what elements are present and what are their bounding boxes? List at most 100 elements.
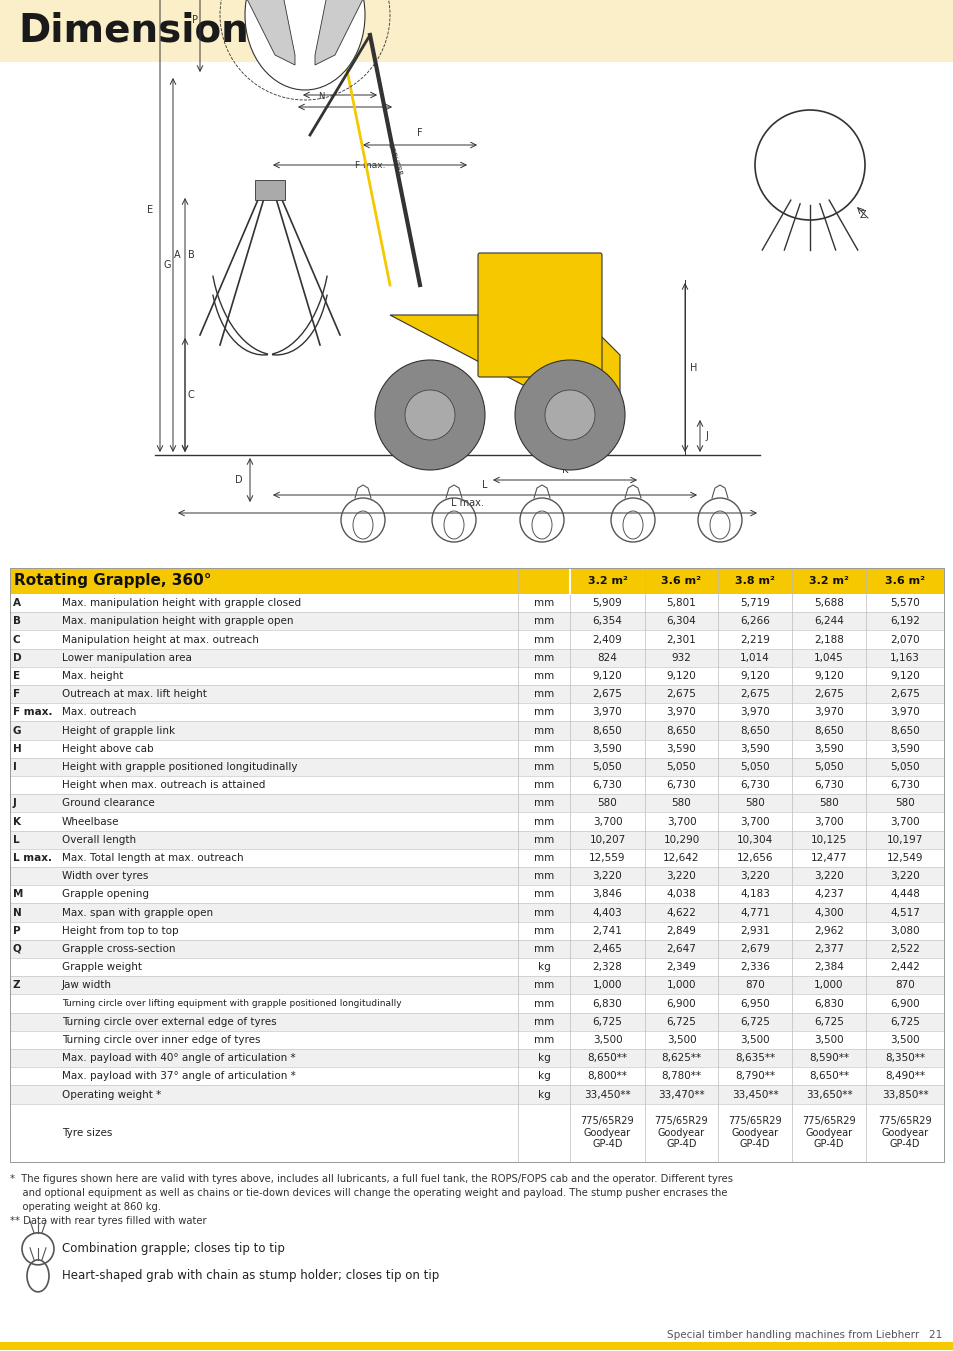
Text: 6,725: 6,725 xyxy=(592,1017,621,1027)
Bar xyxy=(10,994,943,1013)
Text: 3,220: 3,220 xyxy=(666,871,696,881)
Text: 2,962: 2,962 xyxy=(813,925,843,936)
Text: 6,266: 6,266 xyxy=(740,616,769,627)
Text: 870: 870 xyxy=(894,981,914,990)
Circle shape xyxy=(544,390,595,440)
Text: 3,220: 3,220 xyxy=(592,871,621,881)
Text: 2,675: 2,675 xyxy=(889,689,919,698)
Bar xyxy=(10,758,943,775)
Text: N: N xyxy=(13,908,22,917)
Text: 2,931: 2,931 xyxy=(740,925,769,936)
Text: 3,500: 3,500 xyxy=(889,1035,919,1044)
Circle shape xyxy=(375,359,484,470)
Text: 6,725: 6,725 xyxy=(813,1017,843,1027)
Text: Overall length: Overall length xyxy=(62,835,136,844)
Text: Turning circle over external edge of tyres: Turning circle over external edge of tyr… xyxy=(62,1017,276,1027)
Text: 6,900: 6,900 xyxy=(666,998,696,1008)
Text: 1,014: 1,014 xyxy=(740,653,769,663)
Bar xyxy=(10,1085,943,1104)
Text: 3,590: 3,590 xyxy=(666,743,696,754)
Text: Max. payload with 37° angle of articulation *: Max. payload with 37° angle of articulat… xyxy=(62,1071,295,1081)
Text: 3,970: 3,970 xyxy=(740,708,769,717)
Text: P: P xyxy=(192,15,198,26)
Text: 2,070: 2,070 xyxy=(889,635,919,644)
Text: 9,120: 9,120 xyxy=(666,671,696,681)
Text: 775/65R29
Goodyear
GP-4D: 775/65R29 Goodyear GP-4D xyxy=(801,1116,855,1150)
Text: P: P xyxy=(13,925,21,936)
Bar xyxy=(10,704,943,721)
Text: 3,700: 3,700 xyxy=(740,816,769,827)
Text: L max.: L max. xyxy=(450,499,483,508)
Text: D: D xyxy=(13,653,22,663)
Text: 3,970: 3,970 xyxy=(813,708,843,717)
Bar xyxy=(10,1067,943,1085)
Text: 3,700: 3,700 xyxy=(666,816,696,827)
Text: 3,590: 3,590 xyxy=(740,743,769,754)
Text: 10,125: 10,125 xyxy=(810,835,846,844)
Text: 3,220: 3,220 xyxy=(813,871,843,881)
Text: 3,970: 3,970 xyxy=(889,708,919,717)
Text: 6,192: 6,192 xyxy=(889,616,919,627)
Text: D: D xyxy=(235,476,243,485)
Text: 5,909: 5,909 xyxy=(592,598,621,608)
Text: K: K xyxy=(13,816,21,827)
Bar xyxy=(10,594,943,612)
Text: mm: mm xyxy=(534,725,554,735)
Text: 2,741: 2,741 xyxy=(592,925,621,936)
Text: 10,290: 10,290 xyxy=(662,835,699,844)
Text: 6,730: 6,730 xyxy=(592,780,621,790)
Text: kg: kg xyxy=(537,1071,550,1081)
Text: 3.8 m²: 3.8 m² xyxy=(735,576,774,586)
Text: Height when max. outreach is attained: Height when max. outreach is attained xyxy=(62,780,265,790)
Bar xyxy=(10,885,943,904)
Text: 6,950: 6,950 xyxy=(740,998,769,1008)
Text: LIEBHERR: LIEBHERR xyxy=(387,143,403,177)
Text: Turning circle over lifting equipment with grapple positioned longitudinally: Turning circle over lifting equipment wi… xyxy=(62,998,401,1008)
Text: mm: mm xyxy=(534,871,554,881)
Text: 4,517: 4,517 xyxy=(889,908,919,917)
Text: H: H xyxy=(689,363,697,373)
Bar xyxy=(10,1048,943,1067)
Text: A: A xyxy=(174,250,181,259)
Text: mm: mm xyxy=(534,653,554,663)
Text: Special timber handling machines from Liebherr   21: Special timber handling machines from Li… xyxy=(666,1329,941,1340)
Text: 5,050: 5,050 xyxy=(666,762,696,771)
Text: mm: mm xyxy=(534,743,554,754)
Text: 8,625**: 8,625** xyxy=(660,1052,700,1063)
Text: 580: 580 xyxy=(744,798,764,808)
Text: 4,403: 4,403 xyxy=(592,908,621,917)
Text: 1,163: 1,163 xyxy=(889,653,919,663)
Text: mm: mm xyxy=(534,1017,554,1027)
Text: J: J xyxy=(704,431,707,440)
Text: 2,675: 2,675 xyxy=(813,689,843,698)
Text: Width over tyres: Width over tyres xyxy=(62,871,149,881)
Bar xyxy=(10,812,943,831)
Text: mm: mm xyxy=(534,944,554,954)
Bar xyxy=(10,940,943,958)
Text: Operating weight *: Operating weight * xyxy=(62,1089,161,1100)
Text: 33,850**: 33,850** xyxy=(881,1089,927,1100)
Text: 6,730: 6,730 xyxy=(666,780,696,790)
Text: 3,846: 3,846 xyxy=(592,889,621,900)
Text: mm: mm xyxy=(534,852,554,863)
Bar xyxy=(10,631,943,648)
Text: 2,465: 2,465 xyxy=(592,944,621,954)
Text: 932: 932 xyxy=(671,653,691,663)
Bar xyxy=(10,794,943,812)
Text: 2,675: 2,675 xyxy=(592,689,621,698)
Text: 3.6 m²: 3.6 m² xyxy=(884,576,924,586)
Text: Q: Q xyxy=(13,944,22,954)
Bar xyxy=(10,1013,943,1031)
Text: 10,207: 10,207 xyxy=(589,835,625,844)
Text: 775/65R29
Goodyear
GP-4D: 775/65R29 Goodyear GP-4D xyxy=(878,1116,931,1150)
Bar xyxy=(10,648,943,667)
Text: 6,725: 6,725 xyxy=(889,1017,919,1027)
Text: 2,675: 2,675 xyxy=(666,689,696,698)
Text: N: N xyxy=(317,92,324,101)
Polygon shape xyxy=(314,0,365,65)
Text: 4,448: 4,448 xyxy=(889,889,919,900)
Text: 580: 580 xyxy=(671,798,691,808)
Text: mm: mm xyxy=(534,798,554,808)
Text: 2,522: 2,522 xyxy=(889,944,919,954)
Text: Grapple weight: Grapple weight xyxy=(62,962,142,973)
